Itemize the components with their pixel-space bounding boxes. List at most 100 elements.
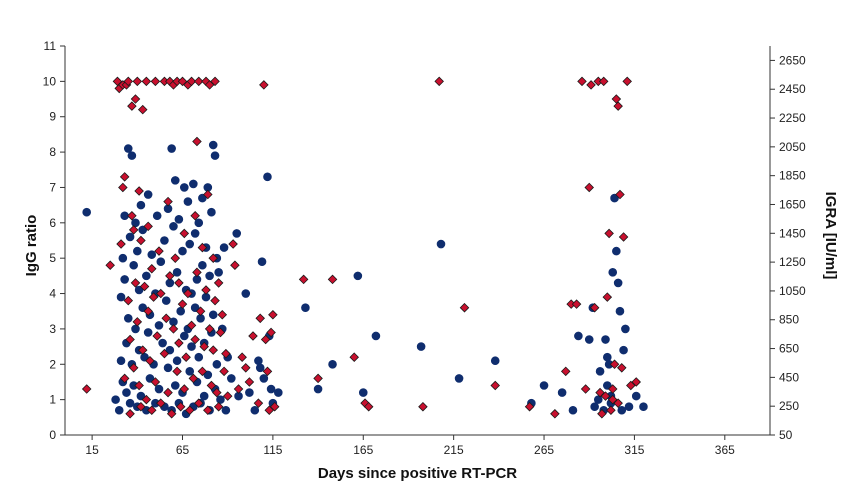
igg-point [198,193,207,203]
igra-point [145,355,155,366]
igra-point [222,391,233,401]
igg-point [232,229,242,238]
y-right-tick-label: 1250 [779,255,806,269]
igg-point [490,356,500,366]
igra-point [613,101,623,111]
igra-point [213,278,224,288]
igg-point [194,352,204,362]
igra-point [571,299,582,309]
igg-point [227,374,236,383]
igg-point [138,303,148,312]
y-left-tick-label: 3 [49,322,56,336]
igg-point [416,342,426,351]
igra-point [165,271,175,281]
igra-point [125,334,135,345]
igra-point [123,295,134,306]
igra-point [203,189,213,200]
igra-point [192,267,202,278]
igg-point [619,345,628,355]
igg-point [143,328,153,337]
igg-point [245,388,254,397]
igra-point [598,76,609,87]
igg-point [212,359,222,369]
igg-point [590,402,599,412]
y-left-tick-label: 2 [49,357,56,371]
igg-point [134,285,144,295]
igg-point [241,289,251,298]
igra-point [118,182,128,193]
x-tick-label: 315 [624,443,644,457]
igg-point [259,374,269,383]
igra-point [119,172,130,182]
axis-labels: 15 65 115 165 215 265 315 365 0 1 2 3 4 5 6 7 8 9 10 11 50 25… [23,39,839,482]
igra-point [611,94,622,104]
igra-point [190,210,200,221]
igra-point [134,186,144,196]
igg-point [123,313,133,323]
igra-point [210,76,220,87]
igra-point [206,380,217,391]
igra-point [602,292,613,302]
igra-point [197,242,208,253]
y-left-tick-label: 0 [49,428,56,442]
igra-point [262,366,273,377]
igra-point [168,324,179,334]
igg-point [313,384,323,394]
igg-point [138,225,148,235]
igg-point [436,239,446,249]
igg-point [595,367,605,376]
y-right-tick-label: 250 [779,399,799,413]
y-right-tick-label: 450 [779,370,799,384]
igg-point [593,395,603,404]
y-left-tick-label: 11 [44,39,57,53]
igg-point [301,303,310,312]
igra-point [618,232,629,242]
igg-point [255,363,265,373]
igg-point [610,193,619,203]
igg-point [199,391,209,401]
igra-point [617,363,627,373]
igra-point [128,225,139,235]
igra-point [241,363,251,373]
igra-point [266,327,276,338]
igra-point [152,331,162,341]
x-tick-label: 65 [176,443,190,457]
igg-point [624,402,634,412]
igg-point [176,306,185,316]
y-left-tick-label: 8 [49,145,56,159]
igg-point [557,388,567,397]
igg-point [174,214,184,224]
igra-point [595,387,605,398]
y-axis-left-title: IgG ratio [23,215,40,277]
igg-point [631,391,641,401]
igg-point [328,359,337,369]
igra-point [143,306,153,316]
x-axis-title: Days since positive RT-PCR [318,465,517,482]
igg-point [136,200,146,210]
igra-point [622,76,632,87]
igra-point [268,309,278,320]
igra-point [134,380,144,391]
y-right-tick-label: 2450 [779,82,806,96]
igg-point [194,218,204,228]
igra-point [141,76,152,87]
igg-point [539,381,549,390]
igra-point [631,377,641,387]
igra-point [201,285,211,295]
igg-point [608,268,618,277]
igra-point [174,338,184,348]
igg-point [129,260,138,270]
igg-point [170,176,180,185]
igra-point [184,405,195,416]
igg-point [190,229,200,238]
igra-point [195,306,206,316]
y-left-tick-label: 10 [43,74,57,88]
axes [60,45,775,440]
y-left-tick-label: 7 [49,180,56,194]
igra-point [199,341,209,352]
igg-point [131,218,140,228]
igg-point [154,384,164,394]
igra-point [609,359,620,370]
y-left-tick-label: 1 [49,393,56,407]
